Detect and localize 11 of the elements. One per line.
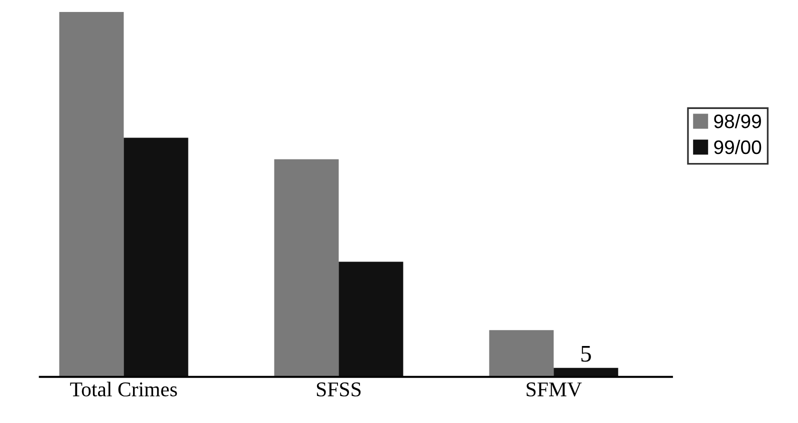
bar — [489, 330, 554, 377]
bar — [274, 159, 339, 377]
bar — [338, 262, 404, 377]
x-tick-label: SFMV — [526, 382, 582, 397]
x-tick-label: SFSS — [316, 382, 361, 396]
legend-label: 99/00 — [714, 140, 762, 154]
bar — [59, 12, 124, 377]
bar — [124, 138, 188, 377]
data-label: 5 — [581, 346, 591, 362]
x-tick-label: Total Crimes — [70, 382, 177, 396]
legend-label: 98/99 — [714, 114, 761, 128]
